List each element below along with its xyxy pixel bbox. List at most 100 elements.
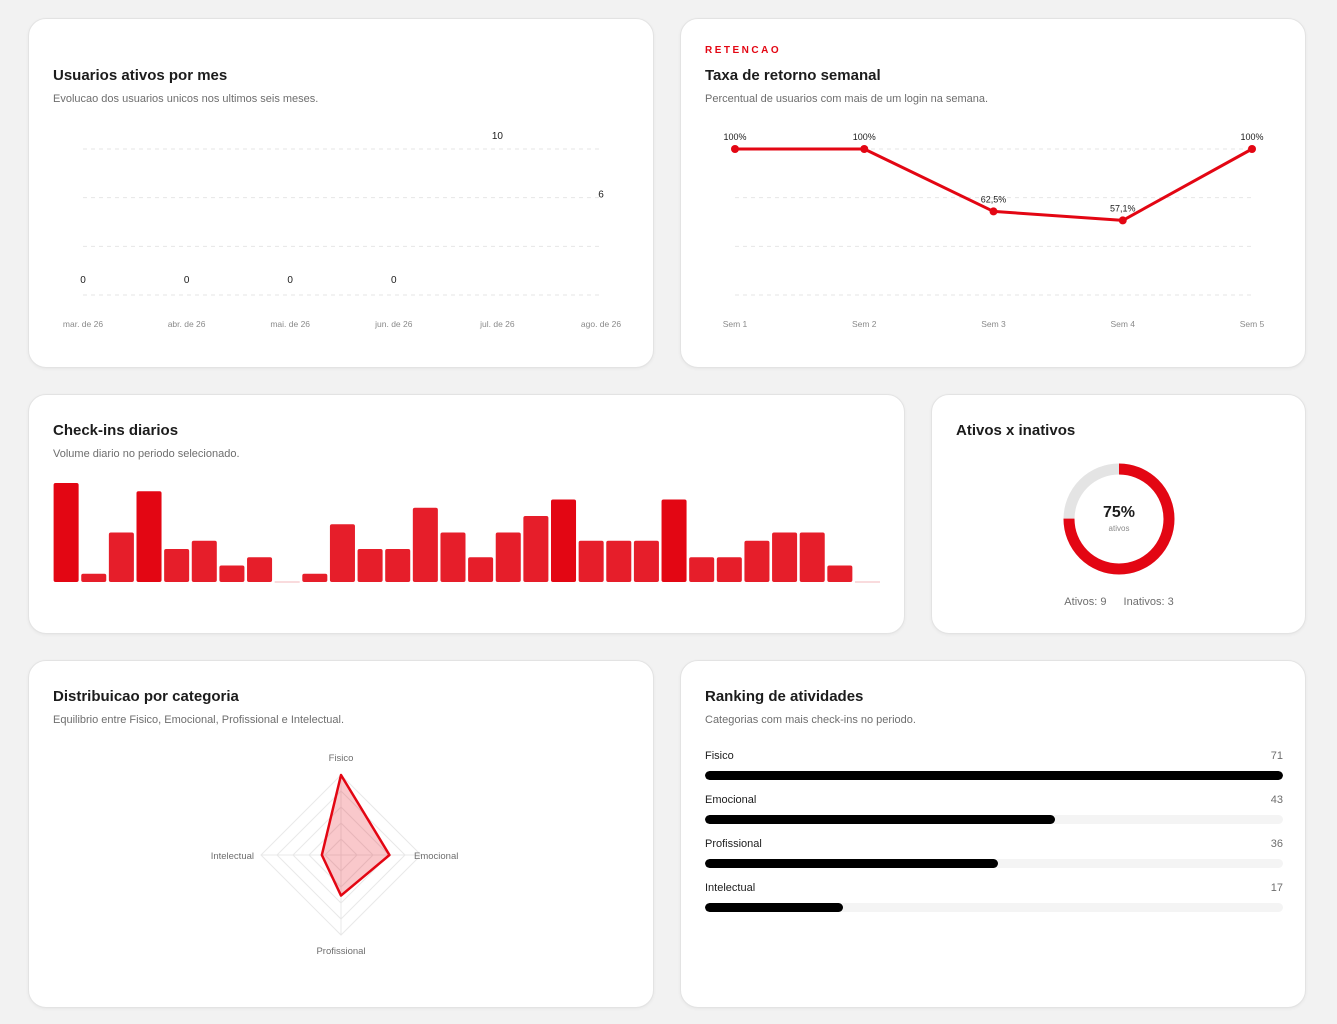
checkin-bar (357, 549, 383, 582)
data-label: 57,1% (1110, 203, 1136, 213)
checkin-bar (136, 491, 162, 582)
x-tick-label: Sem 3 (981, 319, 1006, 329)
radar-area (320, 773, 391, 897)
retention-subtitle: Percentual de usuarios com mais de um lo… (705, 93, 989, 105)
inactive-count-label: Inativos: 3 (1123, 596, 1174, 608)
category-radar-chart: Fisico Emocional Profissional Intelectual (211, 753, 459, 957)
radar-axis-label: Emocional (414, 851, 458, 862)
ranking-item-profissional: Profissional 36 (705, 838, 1283, 868)
checkins-subtitle: Volume diario no periodo selecionado. (53, 448, 240, 460)
data-label: 6 (598, 189, 604, 200)
checkin-bar (551, 499, 577, 582)
data-label: 100% (723, 132, 746, 142)
retention-chart: 100% Sem 1 100% Sem 2 62,5% Sem 3 57,1% Sem 4 10… (723, 132, 1265, 329)
ranking-subtitle: Categorias com mais check-ins no periodo… (705, 714, 916, 726)
x-tick-label: mai. de 26 (270, 319, 310, 329)
data-label: 10 (492, 131, 504, 142)
checkin-bar (689, 557, 715, 582)
x-tick-label: jun. de 26 (374, 319, 413, 329)
x-tick-label: jul. de 26 (479, 319, 515, 329)
x-tick-label: Sem 1 (723, 319, 748, 329)
data-point (731, 145, 739, 153)
ranking-title: Ranking de atividades (705, 688, 864, 705)
donut-active-arc (1063, 463, 1175, 575)
checkin-bar (108, 532, 134, 582)
x-tick-label: abr. de 26 (168, 319, 206, 329)
checkins-card: Check-ins diarios Volume diario no perio… (28, 394, 905, 634)
active-percent-label: ativos (1108, 524, 1130, 533)
ranking-item-label: Fisico (705, 750, 734, 762)
ranking-item-fill (705, 815, 1056, 824)
checkin-bar (468, 557, 494, 582)
checkin-bar (578, 540, 604, 582)
data-label: 0 (287, 275, 293, 286)
retention-title: Taxa de retorno semanal (705, 67, 881, 84)
active-users-chart: 0 mar. de 26 0 abr. de 26 0 mai. de 26 0 jun. d… (63, 131, 621, 329)
ranking-card: Ranking de atividades Categorias com mai… (680, 660, 1306, 1008)
ranking-item-value: 17 (1270, 882, 1283, 894)
checkin-bar (633, 540, 659, 582)
checkin-bar (219, 565, 245, 582)
checkin-bar (53, 483, 79, 582)
data-label: 0 (184, 275, 190, 286)
ranking-item-intelectual: Intelectual 17 (705, 882, 1283, 912)
ranking-item-fill (705, 771, 1283, 780)
radar-axis-label: Profissional (316, 946, 365, 957)
data-point (860, 145, 869, 153)
x-tick-label: Sem 4 (1110, 319, 1135, 329)
checkin-bar (329, 524, 355, 582)
checkin-bar (385, 549, 411, 582)
checkin-bar (772, 532, 798, 582)
donut-center: 75% ativos (1069, 504, 1169, 533)
checkin-bar (191, 540, 217, 582)
checkins-title: Check-ins diarios (53, 422, 179, 439)
category-distribution-card: Distribuicao por categoria Equilibrio en… (28, 660, 654, 1008)
ranking-item-track (705, 771, 1283, 780)
ranking-item-value: 71 (1270, 750, 1283, 762)
checkin-bar (81, 573, 107, 582)
x-tick-label: Sem 2 (852, 319, 877, 329)
donut-legend: Ativos: 9 Inativos: 3 (932, 596, 1306, 608)
active-users-title: Usuarios ativos por mes (53, 67, 228, 84)
checkin-bar (164, 549, 190, 582)
checkin-bar (827, 565, 853, 582)
ranking-item-label: Emocional (705, 794, 757, 806)
ranking-item-label: Intelectual (705, 882, 756, 894)
checkin-bar (412, 507, 438, 582)
checkins-chart (53, 483, 880, 583)
active-inactive-title: Ativos x inativos (956, 422, 1076, 439)
ranking-item-fill (705, 859, 999, 868)
radar-axis-label: Intelectual (211, 851, 254, 862)
checkin-bar (523, 516, 549, 582)
category-distribution-title: Distribuicao por categoria (53, 688, 239, 705)
ranking-item-value: 36 (1270, 838, 1283, 850)
data-point (1118, 216, 1127, 225)
retention-kicker: RETENCAO (705, 45, 782, 56)
checkin-bar (247, 557, 273, 582)
ranking-item-track (705, 859, 1283, 868)
ranking-item-fill (705, 903, 844, 912)
data-point (1248, 145, 1256, 153)
data-label: 62,5% (981, 194, 1007, 204)
active-inactive-donut (1063, 463, 1175, 575)
ranking-item-label: Profissional (705, 838, 762, 850)
data-label: 100% (1240, 132, 1263, 142)
checkin-bar (440, 532, 466, 582)
data-label: 0 (80, 275, 86, 286)
checkin-bar (661, 499, 687, 582)
x-tick-label: mar. de 26 (63, 319, 103, 329)
active-users-card: Usuarios ativos por mes Evolucao dos usu… (28, 18, 654, 368)
checkin-bar (799, 532, 825, 582)
checkin-bar (302, 573, 328, 582)
data-point (989, 207, 998, 216)
data-label: 0 (391, 275, 397, 286)
active-count-label: Ativos: 9 (1064, 596, 1107, 608)
ranking-item-emocional: Emocional 43 (705, 794, 1283, 824)
active-percent: 75% (1102, 504, 1136, 521)
checkin-bar (495, 532, 521, 582)
ranking-item-track (705, 815, 1283, 824)
checkin-bar (606, 540, 632, 582)
ranking-item-fisico: Fisico 71 (705, 750, 1283, 780)
checkin-bar (716, 557, 742, 582)
x-tick-label: ago. de 26 (581, 319, 621, 329)
